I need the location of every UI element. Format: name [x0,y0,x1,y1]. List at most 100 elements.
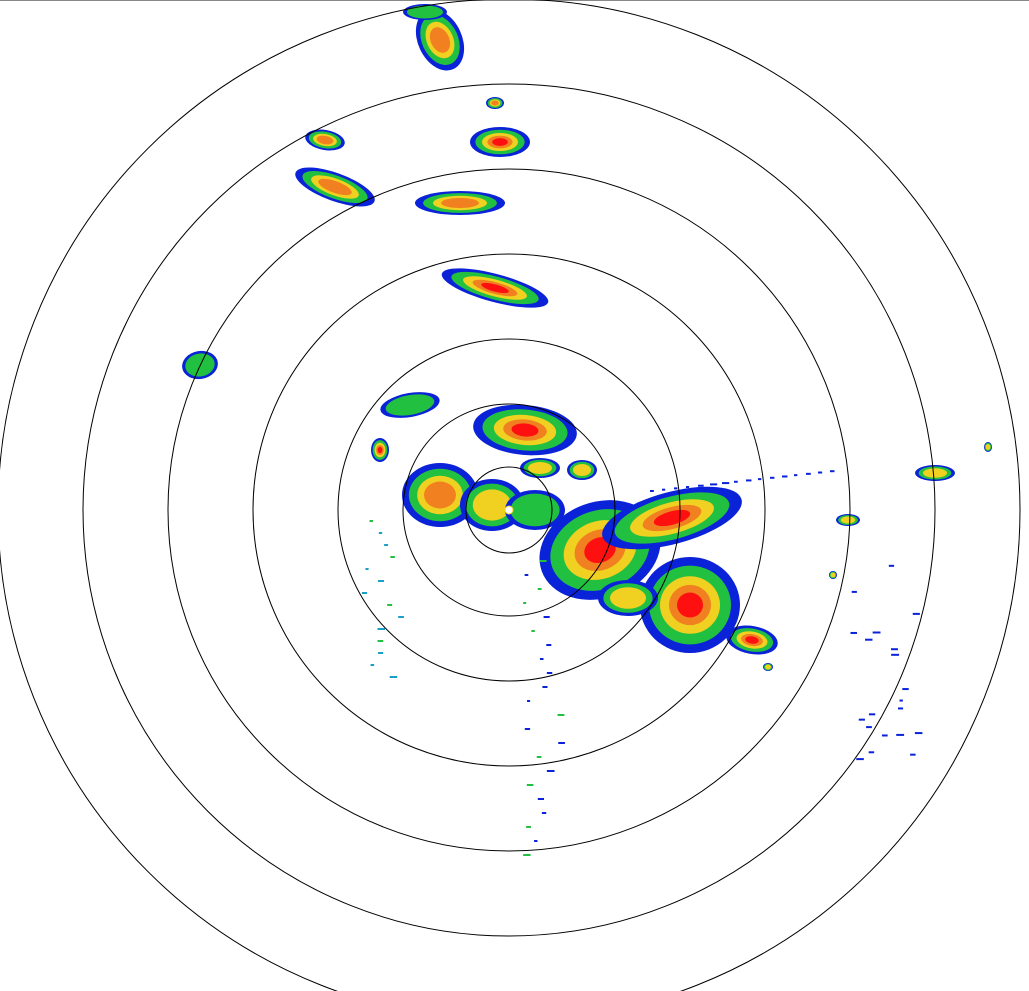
precipitation-cell [726,625,778,655]
precipitation-cell [505,490,565,530]
precipitation-cell [402,463,478,527]
reflectivity-contour [481,282,509,294]
stray-echo [818,471,823,474]
stray-echo [686,486,690,489]
stray-echo [369,520,373,522]
stray-echo [782,475,788,478]
precipitation-cell [415,191,505,215]
reflectivity-contour [745,636,759,644]
stray-echo [524,574,529,576]
stray-echo [910,753,916,756]
reflectivity-contour [610,587,646,609]
reflectivity-contour [573,464,591,476]
stray-echo [361,592,368,594]
stray-echo [527,700,531,702]
precipitation-cell [295,167,375,207]
reflectivity-contour [677,592,703,618]
reflectivity-contour [491,100,499,106]
stray-echo [546,644,552,646]
precipitation-cell [984,442,992,452]
stray-echo [539,658,544,660]
precipitation-cell [441,268,549,308]
range-ring [337,338,681,682]
precipitation-cell [836,514,860,526]
reflectivity-contour [584,537,616,563]
stray-echo [390,556,395,558]
reflectivity-contour [318,178,352,196]
stray-echo [865,638,873,641]
stray-echo [902,688,909,691]
reflectivity-contour [765,664,771,670]
precipitation-cell [371,438,389,462]
precipitation-cell [520,458,560,478]
stray-echo [523,602,527,604]
precipitation-cell [415,9,465,71]
stray-echo [542,686,548,688]
stray-echo [524,728,531,730]
stray-echo [868,713,876,716]
reflectivity-contour [472,489,512,521]
stray-echo [537,588,542,590]
reflectivity-contour [441,197,479,209]
stray-echo [914,732,923,735]
range-ring [402,403,616,617]
stray-echo [384,544,389,546]
stray-echo [698,484,704,487]
stray-echo [378,580,385,582]
range-ring [465,466,553,554]
reflectivity-contour [406,5,444,19]
stray-echo [896,733,905,736]
stray-echo [534,840,538,842]
top-border [0,0,1029,1]
stray-echo [856,758,864,761]
stray-echo [710,483,718,486]
stray-echo [526,784,534,786]
stray-echo [377,640,384,642]
stray-echo [881,734,888,737]
stray-echo [557,714,565,716]
stray-echo [650,490,654,492]
stray-echo [891,648,898,651]
reflectivity-contour [377,446,383,454]
stray-echo [398,616,404,618]
stray-echo [912,612,920,615]
stray-echo [662,488,666,491]
stray-echo [899,699,903,702]
reflectivity-contour [840,516,856,524]
stray-echo [378,532,383,534]
reflectivity-contour [385,394,435,416]
stray-echo [377,628,386,630]
stray-echo [872,631,881,634]
reflectivity-contour [830,572,836,578]
stray-echo [770,476,775,479]
precipitation-cell [829,571,837,579]
reflectivity-contour [985,444,991,450]
stray-echo [722,482,730,485]
stray-echo [370,664,375,666]
precipitation-cell [305,129,345,151]
stray-echo [365,568,369,570]
stray-echo [794,474,798,477]
precipitation-cell [602,486,742,550]
reflectivity-contour [511,423,539,437]
reflectivity-contour [510,493,560,527]
stray-echo [526,826,531,828]
stray-echo [806,472,811,475]
stray-echo [868,751,875,754]
precipitation-cell [915,465,955,481]
range-ring [82,83,936,937]
stray-echo [531,630,535,632]
radar-site-marker [504,505,514,515]
stray-echo [734,480,738,483]
stray-echo [546,672,553,674]
reflectivity-contour [429,27,451,53]
stray-echo [558,742,565,744]
stray-echo [541,812,547,814]
precipitation-cell [380,392,440,418]
precipitation-cell [403,4,447,20]
stray-echo [378,652,384,654]
stray-echo [537,798,545,800]
precipitation-cell [473,404,577,456]
